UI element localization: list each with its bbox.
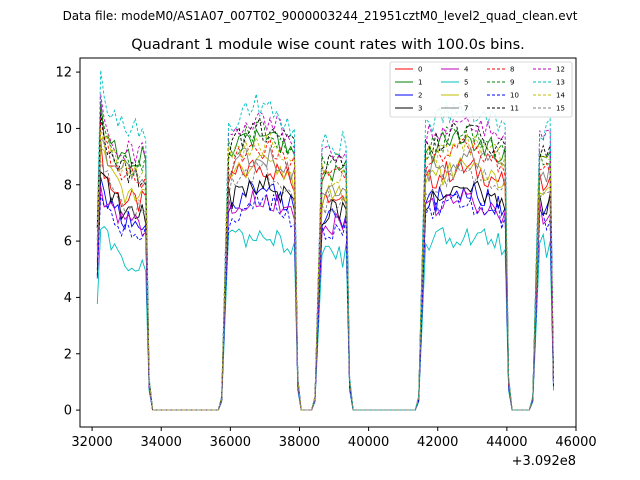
series-line-12	[96, 94, 554, 411]
y-tick-label: 4	[64, 291, 72, 306]
x-tick-label: 38000	[279, 435, 320, 450]
legend-label-15: 15	[556, 105, 565, 113]
x-tick-label: 36000	[210, 435, 251, 450]
y-tick-label: 8	[64, 178, 72, 193]
legend-label-11: 11	[510, 105, 519, 113]
x-tick-label: 34000	[141, 435, 182, 450]
figure-suptitle: Data file: modeM0/AS1A07_007T02_90000032…	[63, 9, 578, 23]
y-tick-label: 6	[64, 235, 72, 250]
legend-label-13: 13	[556, 79, 565, 87]
x-tick-label: 42000	[417, 435, 458, 450]
y-tick-label: 12	[55, 66, 72, 81]
axes-frame	[79, 57, 577, 428]
series-line-11	[96, 112, 554, 411]
series-line-5	[96, 225, 554, 411]
series-line-6	[96, 147, 554, 411]
plot-area	[96, 70, 554, 411]
series-line-3	[96, 170, 554, 411]
series-line-15	[96, 159, 554, 411]
x-axis: 32000 34000 36000 38000 40000 42000 44000 46000	[71, 427, 597, 450]
x-offset-label: +3.092e8	[512, 454, 576, 469]
series-line-14	[96, 128, 554, 411]
legend-label-2: 2	[418, 92, 422, 100]
legend-label-6: 6	[464, 92, 469, 100]
y-axis: 0 2 4 6 8 10 12	[55, 66, 80, 419]
legend-label-0: 0	[418, 66, 422, 74]
series-line-13	[96, 70, 554, 411]
x-tick-label: 40000	[348, 435, 389, 450]
series-line-8	[96, 118, 554, 411]
series-line-9	[96, 104, 554, 411]
legend-label-10: 10	[510, 92, 519, 100]
y-tick-label: 10	[55, 122, 72, 137]
legend-label-9: 9	[510, 79, 514, 87]
x-tick-label: 46000	[555, 435, 596, 450]
legend-label-7: 7	[464, 105, 468, 113]
legend-frame	[389, 61, 573, 118]
x-tick-label: 44000	[486, 435, 527, 450]
legend-label-5: 5	[464, 79, 468, 87]
y-tick-label: 0	[64, 404, 72, 419]
legend-label-14: 14	[556, 92, 565, 100]
series-line-7	[96, 137, 554, 411]
chart-title: Quadrant 1 module wise count rates with …	[131, 37, 525, 53]
x-tick-label: 32000	[71, 435, 112, 450]
legend-label-12: 12	[556, 66, 565, 74]
legend-label-4: 4	[464, 66, 469, 74]
legend-label-8: 8	[510, 66, 514, 74]
series-line-10	[96, 193, 554, 411]
legend-label-1: 1	[418, 79, 422, 87]
series-line-0	[96, 140, 554, 411]
legend-label-3: 3	[418, 105, 422, 113]
y-tick-label: 2	[64, 347, 72, 362]
